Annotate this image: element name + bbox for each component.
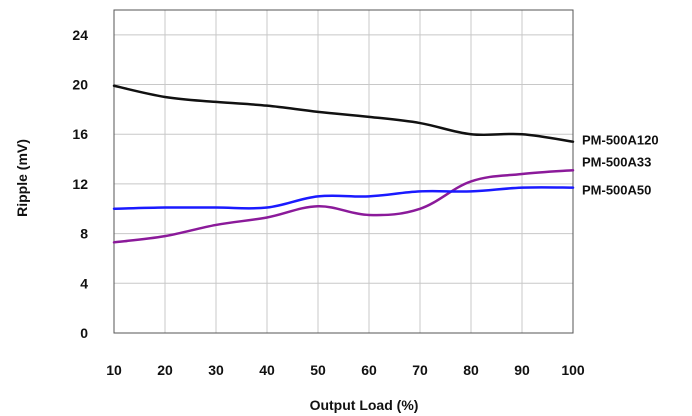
y-axis-title: Ripple (mV) — [14, 139, 30, 217]
x-tick-label: 30 — [208, 362, 224, 378]
series-lines — [112, 84, 575, 244]
series-line-pm-500a120 — [112, 84, 575, 143]
series-line-pm-500a33 — [112, 169, 575, 244]
y-tick-label: 12 — [72, 176, 88, 192]
x-axis-ticks: 10 20 30 40 50 60 70 80 90 100 — [106, 362, 585, 378]
y-tick-label: 16 — [72, 126, 88, 142]
y-tick-label: 20 — [72, 77, 88, 93]
series-label-pm-500a50: PM-500A50 — [582, 183, 651, 198]
x-tick-label: 20 — [157, 362, 173, 378]
x-tick-label: 100 — [561, 362, 585, 378]
plot-area — [113, 9, 574, 334]
series-line-pm-500a50 — [112, 186, 575, 211]
y-tick-label: 8 — [80, 226, 88, 242]
y-tick-label: 24 — [72, 27, 88, 43]
x-axis-title: Output Load (%) — [310, 397, 419, 413]
y-tick-label: 4 — [80, 275, 88, 291]
grid — [113, 10, 574, 334]
series-labels: PM-500A120 PM-500A33 PM-500A50 — [582, 133, 659, 198]
x-tick-label: 50 — [310, 362, 326, 378]
x-tick-label: 90 — [514, 362, 530, 378]
x-tick-label: 80 — [463, 362, 479, 378]
x-tick-label: 40 — [259, 362, 275, 378]
x-tick-label: 70 — [412, 362, 428, 378]
series-label-pm-500a33: PM-500A33 — [582, 154, 651, 169]
series-label-pm-500a120: PM-500A120 — [582, 133, 659, 148]
y-axis-ticks: 0 4 8 12 16 20 24 — [72, 27, 88, 341]
x-tick-label: 10 — [106, 362, 122, 378]
x-tick-label: 60 — [361, 362, 377, 378]
y-tick-label: 0 — [80, 325, 88, 341]
